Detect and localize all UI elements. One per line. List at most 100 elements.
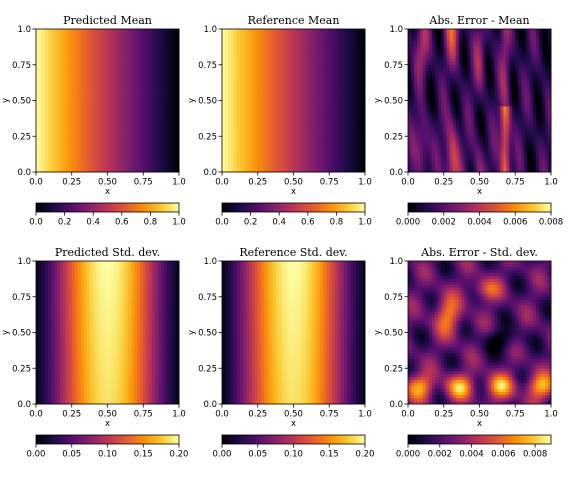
heatmap-cell — [290, 142, 294, 146]
heatmap-cell — [248, 79, 253, 84]
heatmap-cell — [164, 29, 168, 33]
heatmap-cell — [254, 145, 259, 149]
heatmap-cell — [278, 37, 282, 42]
heatmap-cell — [257, 124, 262, 128]
heatmap-cell — [104, 121, 108, 125]
heatmap-cell — [281, 151, 285, 155]
heatmap-cell — [308, 109, 312, 113]
heatmap-cell — [314, 79, 318, 84]
heatmap-cell — [170, 79, 174, 84]
heatmap-cell — [434, 43, 439, 48]
heatmap-cell — [110, 40, 114, 45]
heatmap-cell — [116, 43, 120, 48]
heatmap-cell — [272, 67, 277, 72]
heatmap-cell — [95, 166, 99, 170]
heatmap-cell — [239, 133, 244, 137]
heatmap-cell — [50, 52, 55, 57]
heatmap-cell — [278, 136, 282, 140]
heatmap-cell — [263, 115, 268, 119]
heatmap-cell — [36, 151, 40, 155]
heatmap-cell — [332, 88, 336, 92]
heatmap-cell — [164, 160, 168, 164]
heatmap-cell — [155, 73, 159, 78]
heatmap-cell — [266, 100, 271, 104]
heatmap-cell — [167, 169, 171, 173]
heatmap-cell — [224, 133, 229, 137]
heatmap-cell — [329, 118, 333, 122]
heatmap-cell — [416, 43, 421, 48]
heatmap-cell — [335, 67, 339, 72]
heatmap-cell — [149, 124, 153, 128]
heatmap-cell — [131, 136, 135, 140]
heatmap-cell — [95, 157, 99, 161]
heatmap-cell — [113, 67, 117, 72]
heatmap-cell — [236, 169, 241, 173]
heatmap-cell — [146, 88, 150, 92]
heatmap-cell — [98, 139, 102, 143]
heatmap-cell — [161, 37, 165, 42]
heatmap-cell — [362, 97, 366, 101]
heatmap-cell — [269, 70, 274, 75]
heatmap-cell — [287, 151, 291, 155]
heatmap-cell — [134, 46, 138, 51]
heatmap-cell — [233, 130, 238, 134]
heatmap-cell — [47, 118, 52, 122]
heatmap-cell — [56, 148, 61, 152]
heatmap-cell — [161, 139, 165, 143]
heatmap-cell — [137, 130, 141, 134]
heatmap-cell — [233, 112, 238, 116]
heatmap-cell — [350, 49, 354, 54]
heatmap-cell — [350, 106, 354, 110]
heatmap-cell — [38, 157, 43, 161]
heatmap-cell — [53, 103, 58, 107]
heatmap-cell — [332, 43, 336, 48]
heatmap-cell — [59, 127, 64, 131]
heatmap-cell — [101, 112, 105, 116]
heatmap-cell — [143, 142, 147, 146]
heatmap-cell — [260, 34, 265, 39]
heatmap-cell — [230, 43, 235, 48]
heatmap-cell — [128, 43, 132, 48]
heatmap-cell — [305, 97, 309, 101]
heatmap-cell — [125, 142, 129, 146]
heatmap-cell — [350, 58, 354, 63]
heatmap-cell — [47, 85, 52, 89]
heatmap-cell — [158, 103, 162, 107]
heatmap-cell — [68, 121, 73, 125]
heatmap-cell — [86, 112, 91, 116]
heatmap-cell — [152, 40, 156, 45]
heatmap-cell — [140, 154, 144, 158]
heatmap-cell — [125, 91, 129, 95]
heatmap-cell — [74, 34, 79, 39]
heatmap-cell — [248, 70, 253, 75]
heatmap-cell — [131, 88, 135, 92]
heatmap-cell — [113, 46, 117, 51]
heatmap-cell — [68, 73, 73, 78]
heatmap-cell — [59, 103, 64, 107]
heatmap-cell — [95, 100, 99, 104]
heatmap-cell — [347, 106, 351, 110]
heatmap-cell — [335, 154, 339, 158]
heatmap-cell — [281, 136, 285, 140]
heatmap-cell — [128, 142, 132, 146]
heatmap-cell — [299, 121, 303, 125]
heatmap-cell — [146, 58, 150, 63]
heatmap-cell — [296, 55, 300, 60]
heatmap-cell — [359, 79, 363, 84]
heatmap-cell — [359, 124, 363, 128]
heatmap-cell — [332, 64, 336, 69]
heatmap-cell — [86, 106, 91, 110]
heatmap-cell — [116, 40, 120, 45]
heatmap-cell — [248, 127, 253, 131]
heatmap-cell — [281, 100, 285, 104]
heatmap-cell — [161, 157, 165, 161]
heatmap-cell — [119, 154, 123, 158]
heatmap-cell — [278, 46, 282, 51]
heatmap-cell — [101, 37, 105, 42]
heatmap-cell — [98, 136, 102, 140]
heatmap-cell — [302, 166, 306, 170]
heatmap-cell — [158, 169, 162, 173]
heatmap-cell — [149, 151, 153, 155]
heatmap-cell — [146, 106, 150, 110]
heatmap-cell — [251, 109, 256, 113]
